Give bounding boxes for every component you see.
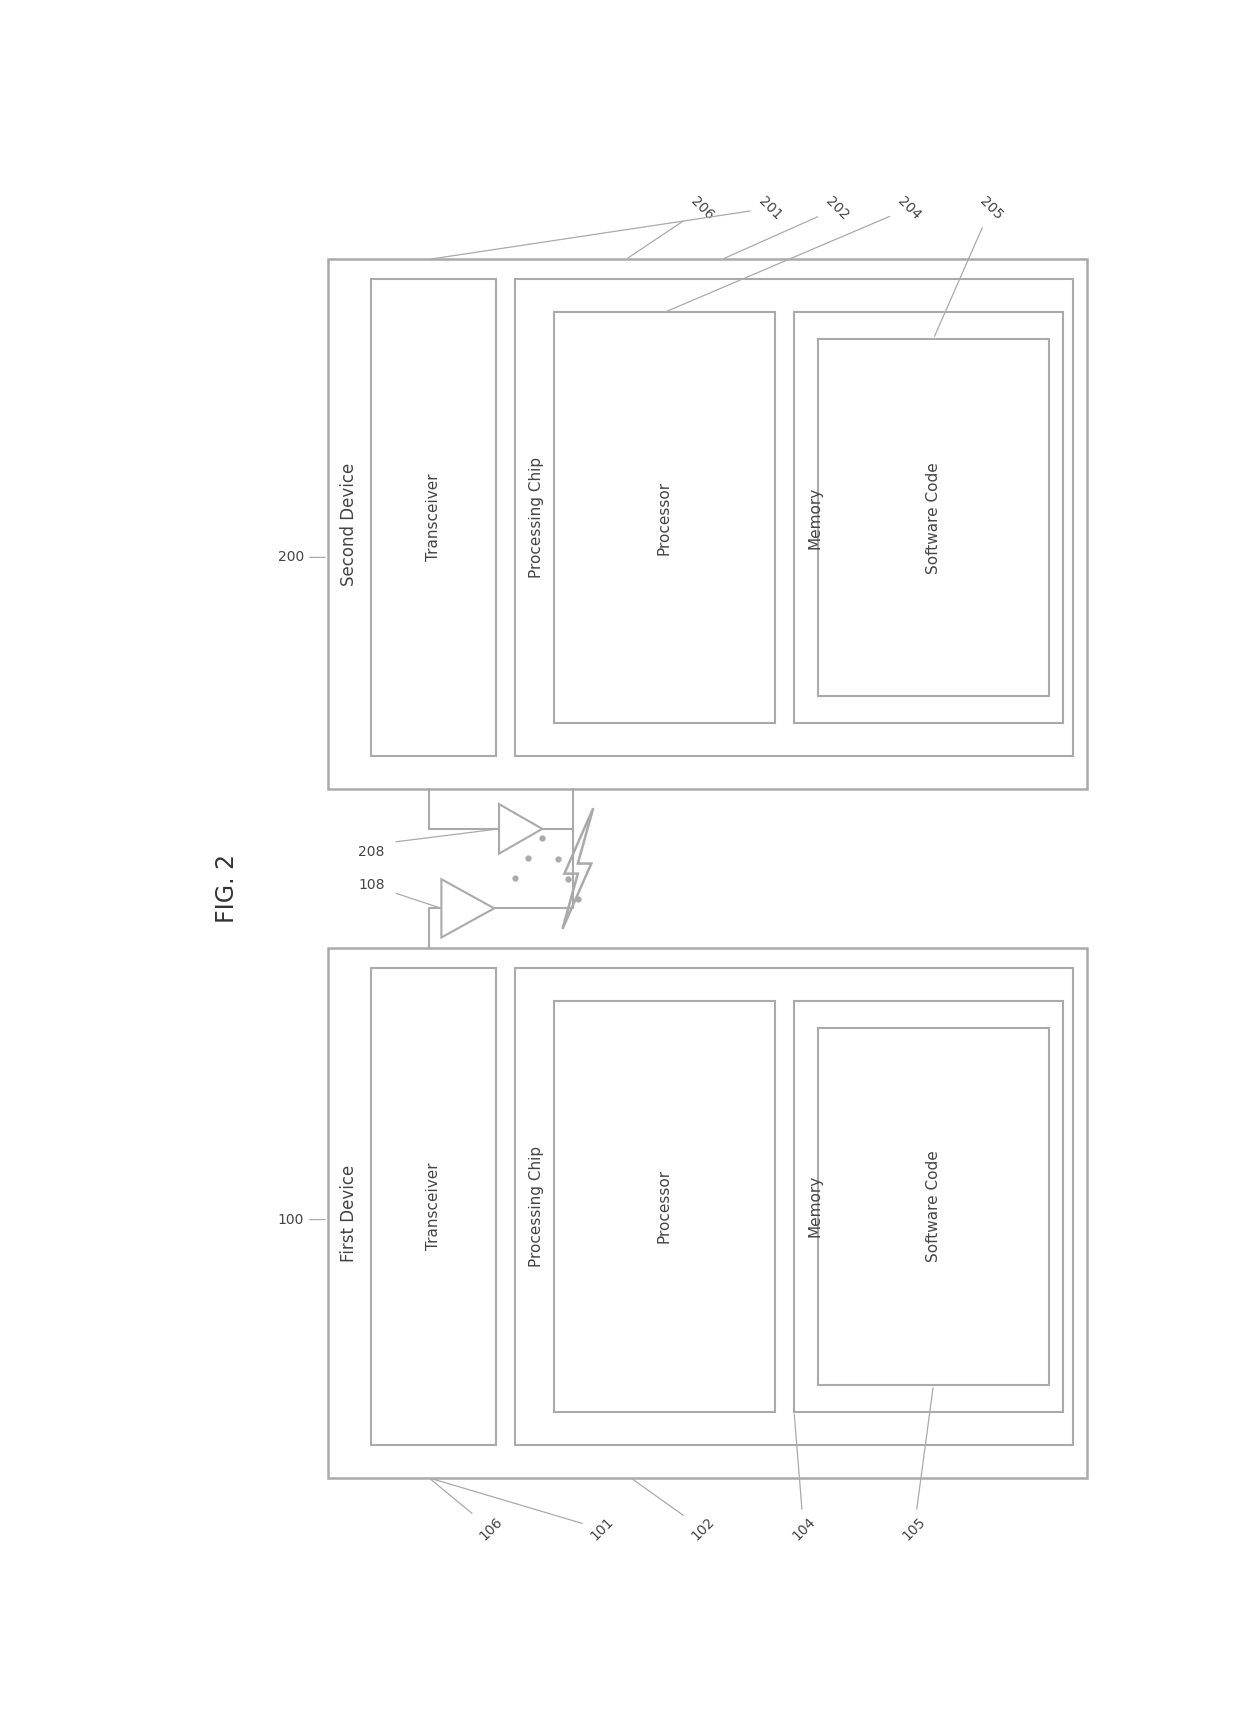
Text: 108: 108 bbox=[358, 879, 384, 893]
Text: 201: 201 bbox=[432, 194, 784, 260]
Text: FIG. 2: FIG. 2 bbox=[215, 853, 239, 924]
Text: 101: 101 bbox=[432, 1479, 616, 1543]
Text: Processor: Processor bbox=[657, 480, 672, 554]
Text: Processing Chip: Processing Chip bbox=[529, 1146, 544, 1268]
Text: 105: 105 bbox=[900, 1388, 932, 1543]
Text: 100: 100 bbox=[278, 1213, 304, 1226]
Text: 206: 206 bbox=[629, 194, 717, 258]
Bar bbox=[371, 968, 496, 1445]
Text: Software Code: Software Code bbox=[926, 1151, 941, 1262]
Text: Transceiver: Transceiver bbox=[427, 473, 441, 561]
Text: Software Code: Software Code bbox=[926, 461, 941, 573]
Text: First Device: First Device bbox=[340, 1164, 358, 1261]
Bar bbox=[818, 1027, 1049, 1385]
Text: Processor: Processor bbox=[657, 1170, 672, 1244]
Bar bbox=[371, 279, 496, 757]
Text: 200: 200 bbox=[278, 550, 304, 564]
Text: 205: 205 bbox=[935, 194, 1006, 337]
Bar bbox=[516, 968, 1073, 1445]
Text: Second Device: Second Device bbox=[340, 463, 358, 587]
Text: 204: 204 bbox=[667, 194, 924, 311]
Bar bbox=[794, 1001, 1063, 1412]
Text: 104: 104 bbox=[789, 1414, 818, 1543]
Bar bbox=[794, 313, 1063, 722]
Text: 202: 202 bbox=[724, 194, 852, 258]
Bar bbox=[554, 1001, 775, 1412]
Text: Processing Chip: Processing Chip bbox=[529, 458, 544, 578]
Text: 208: 208 bbox=[358, 845, 384, 858]
Text: 102: 102 bbox=[632, 1479, 717, 1543]
Bar bbox=[554, 313, 775, 722]
Bar bbox=[516, 279, 1073, 757]
Bar bbox=[818, 339, 1049, 697]
Text: 106: 106 bbox=[432, 1479, 506, 1543]
Text: Memory: Memory bbox=[807, 487, 822, 549]
Bar bbox=[327, 948, 1087, 1477]
Text: Memory: Memory bbox=[807, 1175, 822, 1237]
Bar bbox=[327, 260, 1087, 789]
Text: Transceiver: Transceiver bbox=[427, 1163, 441, 1250]
